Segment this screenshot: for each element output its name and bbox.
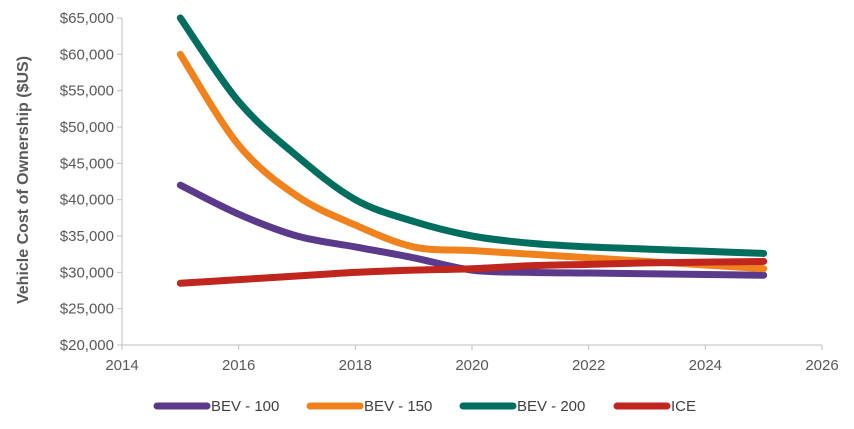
x-tick-label: 2024	[689, 357, 722, 374]
y-tick-label: $35,000	[60, 228, 114, 245]
x-tick-label: 2018	[339, 357, 372, 374]
y-tick-label: $45,000	[60, 155, 114, 172]
y-tick-label: $60,000	[60, 46, 114, 63]
legend-label-ice: ICE	[671, 398, 696, 415]
x-axis-ticks: 2014 2016 2018 2020 2022 2024 2026	[105, 345, 839, 374]
series-line-bev-200	[176, 14, 768, 257]
y-tick-label: $65,000	[60, 10, 114, 27]
x-tick-label: 2016	[222, 357, 255, 374]
chart-legend: BEV - 100 BEV - 150 BEV - 200 ICE	[153, 398, 696, 415]
y-tick-label: $30,000	[60, 264, 114, 281]
x-tick-label: 2022	[572, 357, 605, 374]
chart-axes	[121, 18, 822, 346]
y-tick-label: $20,000	[60, 337, 114, 354]
y-tick-label: $25,000	[60, 301, 114, 318]
series-lines	[176, 14, 768, 287]
x-tick-label: 2014	[105, 357, 138, 374]
y-axis-ticks: $20,000 $25,000 $30,000 $35,000 $40,000 $45,0…	[60, 10, 122, 354]
x-tick-label: 2020	[455, 357, 488, 374]
y-tick-label: $55,000	[60, 83, 114, 100]
y-axis-title: Vehicle Cost of Ownership ($US)	[15, 56, 32, 304]
y-tick-label: $50,000	[60, 119, 114, 136]
legend-label-bev-200: BEV - 200	[517, 398, 585, 415]
series-line-ice	[176, 257, 768, 287]
x-tick-label: 2026	[805, 357, 838, 374]
legend-label-bev-100: BEV - 100	[211, 398, 279, 415]
legend-label-bev-150: BEV - 150	[364, 398, 432, 415]
y-tick-label: $40,000	[60, 192, 114, 209]
